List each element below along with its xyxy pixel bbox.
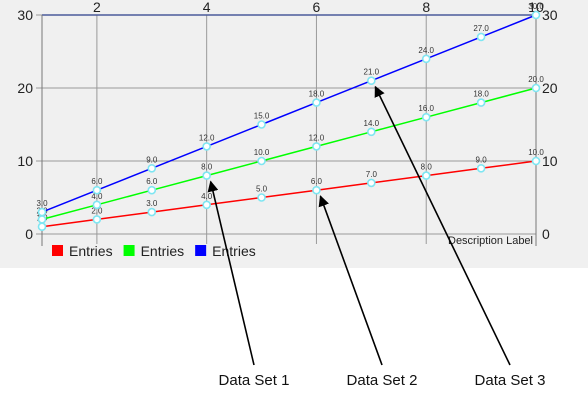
- annotation-label: Data Set 2: [347, 372, 418, 389]
- data-point: [531, 10, 541, 20]
- value-label: 18.0: [309, 90, 325, 99]
- annotation-label: Data Set 1: [219, 372, 290, 389]
- data-point: [37, 222, 47, 231]
- data-point: [367, 76, 376, 85]
- value-label: 12.0: [309, 133, 325, 142]
- value-label: 6.0: [146, 177, 158, 186]
- series-line: [41, 87, 537, 221]
- data-point: [476, 32, 486, 42]
- y-right-tick-label: 0: [542, 226, 550, 242]
- legend-label: Entries: [69, 243, 113, 259]
- data-point: [92, 215, 102, 224]
- value-label: 6.0: [91, 177, 103, 186]
- series-2: 2.0 4.0 6.0 8.0 10.0 12.0 14.0 16.0 18.0 20.0: [36, 75, 544, 224]
- data-point: [37, 215, 47, 224]
- annotation-3: Data Set 3: [374, 85, 546, 389]
- annotation-label: Data Set 3: [475, 372, 546, 389]
- value-label: 14.0: [364, 119, 380, 128]
- data-point: [257, 156, 266, 166]
- legend-label: Entries: [212, 243, 256, 259]
- value-label: 21.0: [364, 68, 380, 77]
- data-point: [531, 83, 541, 93]
- data-point: [202, 142, 211, 151]
- x-tick-label: 10: [528, 0, 544, 15]
- legend-swatch: [195, 245, 207, 256]
- data-point: [37, 207, 47, 217]
- data-point: [147, 164, 157, 173]
- data-point: [92, 200, 102, 210]
- series-line: [41, 14, 537, 213]
- value-label: 9.0: [476, 155, 488, 164]
- y-left-tick-label: 10: [17, 153, 33, 169]
- value-label: 10.0: [528, 148, 544, 157]
- annotation-arrow: [207, 180, 255, 366]
- data-point: [312, 142, 321, 151]
- data-point: [421, 171, 431, 180]
- data-point: [367, 178, 376, 188]
- value-label: 16.0: [418, 104, 434, 113]
- legend-label: Entries: [141, 243, 185, 259]
- data-point: [476, 98, 486, 107]
- data-point: [257, 193, 266, 202]
- data-point: [367, 127, 376, 137]
- y-right-tick-label: 30: [542, 7, 558, 23]
- series-1: 1.02.03.04.05.06.07.08.09.010.0: [36, 148, 544, 231]
- annotation-arrow: [318, 195, 383, 366]
- y-left-tick-label: 0: [25, 226, 33, 242]
- legend-swatch: [123, 245, 135, 256]
- annotation-1: Data Set 1: [207, 180, 290, 389]
- value-label: 10.0: [254, 148, 270, 157]
- value-label: 3.0: [146, 199, 158, 208]
- annotation-2: Data Set 2: [318, 195, 418, 389]
- value-label: 12.0: [199, 133, 215, 142]
- value-label: 8.0: [201, 163, 213, 172]
- value-label: 2.0: [91, 206, 103, 215]
- data-point: [147, 207, 157, 217]
- x-tick-label: 4: [203, 0, 211, 15]
- data-point: [421, 54, 431, 64]
- description-label: Description Label: [448, 235, 533, 247]
- value-label: 8.0: [421, 163, 433, 172]
- y-left-tick-label: 20: [17, 80, 33, 96]
- data-point: [312, 98, 321, 107]
- value-label: 24.0: [418, 46, 434, 55]
- value-label: 18.0: [473, 90, 489, 99]
- y-right-tick-label: 10: [542, 153, 558, 169]
- data-point: [202, 200, 211, 210]
- data-point: [92, 185, 102, 195]
- value-label: 20.0: [528, 75, 544, 84]
- value-label: 6.0: [311, 177, 323, 186]
- value-label: 30.0: [528, 2, 544, 11]
- value-label: 4.0: [91, 192, 103, 201]
- value-label: 4.0: [201, 192, 213, 201]
- legend-swatch: [52, 245, 63, 256]
- data-point: [421, 112, 431, 122]
- x-tick-label: 6: [313, 0, 321, 15]
- legend: Entries Entries Entries: [52, 243, 256, 259]
- value-label: 15.0: [254, 112, 270, 121]
- data-point: [147, 185, 157, 195]
- value-label: 5.0: [256, 185, 268, 194]
- series-line: [41, 160, 537, 228]
- value-label: 9.0: [146, 155, 158, 164]
- x-tick-label: 8: [422, 0, 430, 15]
- data-point: [202, 171, 211, 180]
- data-point: [531, 156, 541, 166]
- y-right-tick-label: 20: [542, 80, 558, 96]
- grid: [36, 14, 537, 244]
- data-point: [312, 185, 321, 195]
- value-label: 27.0: [473, 24, 489, 33]
- series-3: 3.06.09.012.015.018.021.024.027.030.0: [36, 2, 544, 217]
- data-point: [476, 164, 486, 173]
- value-label: 7.0: [366, 170, 378, 179]
- data-point: [257, 120, 266, 129]
- annotation-arrow: [374, 85, 511, 366]
- y-left-tick-label: 30: [17, 7, 33, 23]
- value-label: 3.0: [36, 199, 48, 208]
- x-tick-label: 2: [93, 0, 101, 15]
